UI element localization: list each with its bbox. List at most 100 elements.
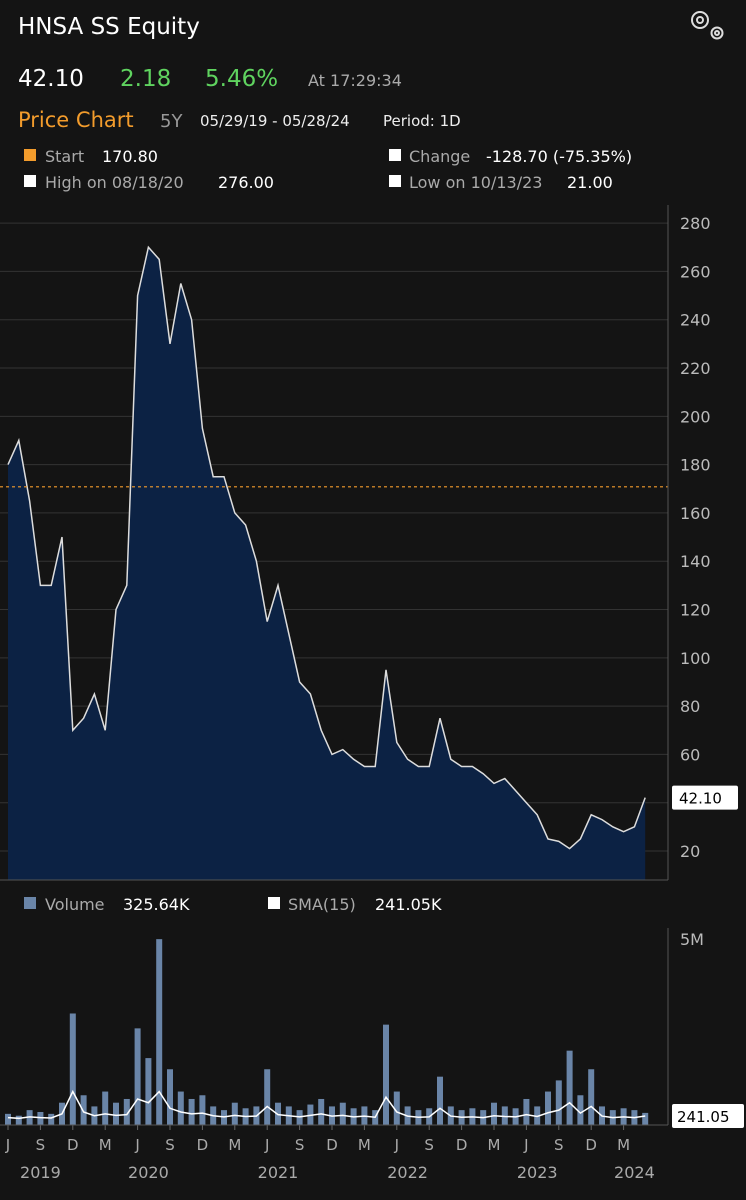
volume-bar [167, 1069, 173, 1125]
y-tick-label: 260 [680, 262, 711, 281]
y-tick-label: 60 [680, 745, 700, 764]
legend-swatch [24, 897, 36, 909]
x-tick-label: D [326, 1136, 338, 1154]
sma-tag [672, 1104, 744, 1129]
security-title: HNSA SS Equity [18, 14, 200, 40]
volume-bar [318, 1098, 325, 1125]
volume-bar [145, 1058, 152, 1125]
x-year-label: 2019 [20, 1163, 61, 1182]
volume-bar [69, 1013, 76, 1125]
x-tick-label: D [67, 1136, 79, 1154]
y-tick-label: 160 [680, 504, 711, 523]
y-tick-label: 5M [680, 930, 704, 949]
volume-bar [102, 1091, 109, 1125]
stat-value: 21.00 [567, 173, 613, 192]
stat-label: Low on 10/13/23 [409, 173, 542, 192]
x-tick-label: J [394, 1136, 399, 1154]
settings-icon[interactable] [691, 11, 724, 40]
volume-bar [156, 939, 163, 1125]
volume-bar [555, 1080, 562, 1125]
volume-bar [5, 1113, 11, 1125]
legend-value: 325.64K [123, 895, 190, 914]
volume-bar [383, 1024, 389, 1125]
x-tick-label: S [165, 1136, 175, 1154]
net-change: 2.18 [120, 66, 171, 92]
volume-bar [80, 1095, 87, 1125]
stat-label: High on 08/18/20 [45, 173, 184, 192]
stat-value: -128.70 (-75.35%) [486, 147, 632, 166]
sma-line [7, 1089, 646, 1120]
stat-label: Start [45, 147, 84, 166]
volume-bar [15, 1115, 22, 1125]
volume-bar [134, 1028, 141, 1125]
volume-bar [393, 1091, 400, 1125]
last-price-label: 42.10 [679, 790, 722, 808]
volume-chart: 5M 241.05 J S D M J S D M J S D M J S D M J S D M 2019 2020 2021… [0, 928, 744, 1182]
legend-swatch [268, 897, 280, 909]
y-tick-label: 80 [680, 697, 700, 716]
y-tick-label: 280 [680, 214, 711, 233]
x-year-label: 2020 [128, 1163, 169, 1182]
gear-large[interactable] [691, 11, 709, 29]
stat-label: Change [409, 147, 470, 166]
y-tick-label: 100 [680, 649, 711, 668]
volume-bar [491, 1102, 497, 1125]
legend-label: SMA(15) [288, 895, 356, 914]
y-tick-label: 120 [680, 601, 711, 620]
time: At 17:29:34 [308, 71, 402, 90]
y-tick-label: 200 [680, 407, 711, 426]
x-tick-label: J [5, 1136, 10, 1154]
period: Period: 1D [383, 112, 461, 130]
last-price: 42.10 [18, 66, 84, 92]
x-tick-label: M [358, 1136, 371, 1154]
gear-small[interactable] [710, 26, 724, 40]
x-tick-label: J [264, 1136, 269, 1154]
volume-bar [437, 1076, 443, 1125]
x-tick-label: M [617, 1136, 630, 1154]
y-tick-label: 240 [680, 311, 711, 330]
price-chart: 2040608010012014016018020022024026028042… [0, 205, 738, 881]
gear-large-hub[interactable] [696, 16, 704, 24]
legend-value: 241.05K [375, 895, 442, 914]
volume-bar [37, 1111, 44, 1125]
volume-bar [588, 1069, 595, 1125]
y-tick-label: 140 [680, 552, 711, 571]
y-tick-label: 220 [680, 359, 711, 378]
stat-value: 170.80 [102, 147, 158, 166]
volume-bar [113, 1102, 119, 1125]
x-tick-label: D [585, 1136, 597, 1154]
x-tick-label: M [228, 1136, 241, 1154]
price-line [7, 245, 646, 850]
x-year-label: 2024 [614, 1163, 655, 1182]
gear-small-hub[interactable] [714, 30, 720, 36]
x-year-label: 2021 [258, 1163, 299, 1182]
price-area [8, 247, 646, 881]
x-tick-label: S [295, 1136, 305, 1154]
stat-swatch [389, 175, 401, 187]
range-button[interactable]: 5Y [160, 111, 183, 132]
date-range: 05/29/19 - 05/28/24 [200, 112, 350, 130]
volume-bar [577, 1095, 584, 1125]
stat-value: 276.00 [218, 173, 274, 192]
last-price-tag [672, 785, 738, 810]
volume-bar [545, 1091, 551, 1125]
volume-bar [177, 1091, 184, 1125]
x-tick-label: J [523, 1136, 528, 1154]
x-tick-label: J [134, 1136, 139, 1154]
volume-bar [123, 1098, 130, 1125]
volume-bar [264, 1069, 271, 1125]
stat-swatch [24, 149, 36, 161]
sma-tag-label: 241.05 [677, 1108, 730, 1126]
x-year-label: 2022 [387, 1163, 428, 1182]
x-tick-label: M [99, 1136, 112, 1154]
stat-swatch [389, 149, 401, 161]
x-tick-label: D [197, 1136, 209, 1154]
pct-change: 5.46% [205, 66, 278, 92]
legend-label: Volume [45, 895, 105, 914]
x-tick-label: S [36, 1136, 46, 1154]
volume-bar [231, 1102, 238, 1125]
x-year-label: 2023 [517, 1163, 558, 1182]
volume-bar [199, 1095, 206, 1125]
